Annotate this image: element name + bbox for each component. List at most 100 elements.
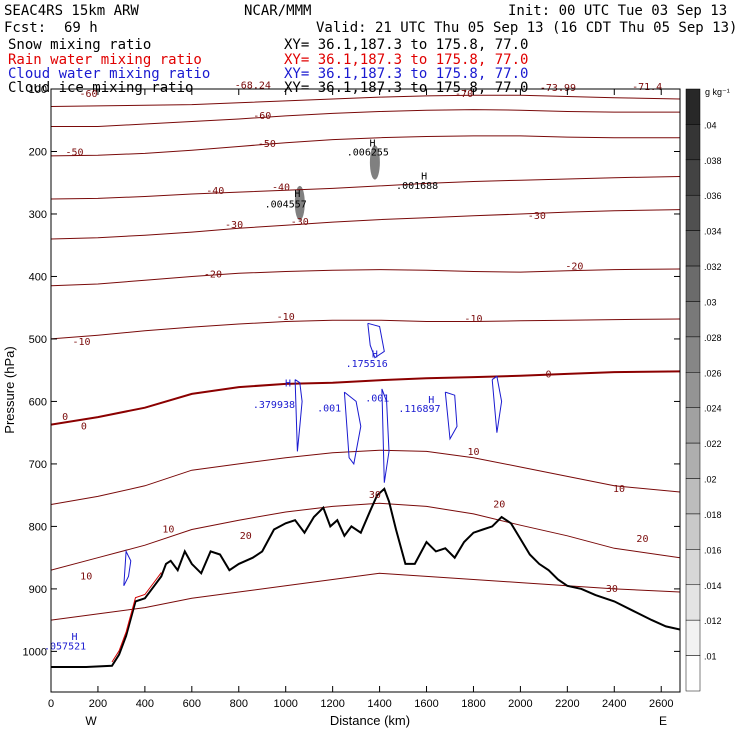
colorbar-swatch-0 bbox=[685, 88, 701, 125]
field-label-cloud-water: Cloud water mixing ratio bbox=[8, 66, 211, 82]
y-tick-label-5: 600 bbox=[29, 396, 47, 408]
isotherm-line-8 bbox=[51, 449, 680, 505]
x-tick-label-9: 1800 bbox=[461, 698, 485, 710]
colorbar-swatch-16 bbox=[685, 655, 701, 692]
x-tick-label-3: 600 bbox=[183, 698, 201, 710]
colorbar-swatch-10 bbox=[685, 442, 701, 479]
x-tick-label-13: 2600 bbox=[649, 698, 673, 710]
colorbar-label-1: .038 bbox=[704, 156, 722, 166]
isotherm-label-10: -30 bbox=[225, 220, 243, 231]
cloud-water-label-4: H bbox=[285, 378, 291, 389]
cloud-water-layer bbox=[123, 322, 503, 587]
colorbar-swatch-13 bbox=[685, 549, 701, 586]
isotherm-label-19: 0 bbox=[81, 421, 87, 432]
isotherm-label-0: -60 bbox=[80, 89, 98, 100]
y-tick-label-2: 300 bbox=[29, 209, 47, 221]
plot-frame bbox=[50, 88, 681, 693]
colorbar-swatch-7 bbox=[685, 336, 701, 373]
colorbar-label-15: .01 bbox=[704, 652, 717, 662]
isotherm-label-22: 10 bbox=[613, 484, 625, 495]
isotherm-label-14: -20 bbox=[565, 261, 583, 272]
isotherm-label-16: -10 bbox=[72, 337, 90, 348]
cloud-ice-label-4: H bbox=[421, 171, 427, 182]
valid-time: Valid: 21 UTC Thu 05 Sep 13 (16 CDT Thu … bbox=[316, 20, 738, 36]
colorbar-swatch-3 bbox=[685, 194, 701, 231]
cloud-ice-layer bbox=[294, 145, 380, 221]
cloud-ice-label-3: .004557 bbox=[265, 200, 307, 211]
colorbar-swatch-14 bbox=[685, 584, 701, 621]
cloud-water-label-3: .175516 bbox=[346, 359, 388, 370]
isotherm-layer bbox=[51, 94, 680, 621]
y-tick-label-8: 900 bbox=[29, 584, 47, 596]
model-title: SEAC4RS 15km ARW bbox=[4, 3, 139, 19]
cloud-ice-label-0: H bbox=[370, 138, 376, 149]
cloud-water-contour-6 bbox=[491, 375, 503, 433]
isotherm-label-12: -30 bbox=[528, 211, 546, 222]
colorbar-swatch-11 bbox=[685, 478, 701, 515]
isotherm-label-28: 30 bbox=[369, 490, 381, 501]
isotherm-line-9 bbox=[51, 502, 680, 571]
cloud-water-label-5: .379938 bbox=[253, 400, 295, 411]
y-tick-label-7: 800 bbox=[29, 521, 47, 533]
colorbar-label-5: .03 bbox=[704, 297, 717, 307]
terrain-layer bbox=[51, 487, 680, 668]
isotherm-label-24: 10 bbox=[80, 571, 92, 582]
colorbar-swatch-2 bbox=[685, 159, 701, 196]
x-axis-title: Distance (km) bbox=[330, 713, 410, 728]
isotherm-label-17: -10 bbox=[464, 314, 482, 325]
isotherm-label-4: -71.4 bbox=[632, 82, 662, 93]
colorbar-label-4: .032 bbox=[704, 262, 722, 272]
isotherm-label-13: -20 bbox=[204, 270, 222, 281]
forecast-hours: 69 h bbox=[64, 20, 98, 36]
colorbar-swatch-4 bbox=[685, 230, 701, 267]
isotherm-label-3: -73.99 bbox=[540, 83, 576, 94]
colorbar-label-3: .034 bbox=[704, 227, 722, 237]
isotherm-label-5: -60 bbox=[253, 111, 271, 122]
colorbar-label-9: .022 bbox=[704, 439, 722, 449]
x-tick-label-11: 2200 bbox=[555, 698, 579, 710]
cloud-water-label-8: H bbox=[428, 395, 434, 406]
colorbar-unit: g kg⁻¹ bbox=[705, 87, 730, 97]
isotherm-label-6: -50 bbox=[65, 148, 83, 159]
x-tick-label-12: 2400 bbox=[602, 698, 626, 710]
colorbar-swatch-6 bbox=[685, 301, 701, 338]
isotherm-line-7 bbox=[51, 370, 680, 426]
x-tick-label-0: 0 bbox=[48, 698, 54, 710]
isotherm-line-5 bbox=[51, 268, 680, 287]
cloud-water-label-0: H bbox=[71, 632, 77, 643]
colorbar-swatch-5 bbox=[685, 265, 701, 302]
isotherm-label-1: -68.24 bbox=[235, 80, 271, 91]
cloud-ice-patch-0 bbox=[294, 185, 305, 221]
cloud-water-contour-0 bbox=[123, 549, 132, 587]
y-tick-label-1: 200 bbox=[29, 146, 47, 158]
isotherm-label-27: 20 bbox=[636, 534, 648, 545]
cloud-ice-label-2: H bbox=[294, 189, 300, 200]
isotherm-label-11: -30 bbox=[291, 217, 309, 228]
x-tick-label-10: 2000 bbox=[508, 698, 532, 710]
forecast-label: Fcst: bbox=[4, 20, 47, 36]
terrain-line bbox=[51, 487, 680, 668]
x-tick-label-8: 1600 bbox=[414, 698, 438, 710]
isotherm-label-2: -70 bbox=[455, 89, 473, 100]
field-xy-cloud-ice: XY= 36.1,187.3 to 175.8, 77.0 bbox=[284, 80, 529, 96]
y-tick-label-6: 700 bbox=[29, 459, 47, 471]
cloud-water-label-1: .057521 bbox=[44, 641, 86, 652]
x-tick-label-5: 1000 bbox=[273, 698, 297, 710]
isotherm-label-8: -40 bbox=[206, 186, 224, 197]
cloud-water-contour-4 bbox=[381, 388, 390, 483]
x-end-label-west: W bbox=[85, 714, 97, 728]
organization-label: NCAR/MMM bbox=[244, 3, 312, 19]
cloud-ice-label-1: .006255 bbox=[347, 148, 389, 159]
cloud-water-label-9: .116897 bbox=[398, 404, 440, 415]
x-end-label-east: E bbox=[659, 714, 667, 728]
colorbar-label-0: .04 bbox=[704, 120, 717, 130]
colorbar-swatch-8 bbox=[685, 372, 701, 408]
x-tick-label-4: 800 bbox=[230, 698, 248, 710]
colorbar-label-7: .026 bbox=[704, 368, 722, 378]
isotherm-line-2 bbox=[51, 135, 680, 157]
field-xy-cloud-water: XY= 36.1,187.3 to 175.8, 77.0 bbox=[284, 66, 529, 82]
colorbar: .04 .038 .036 .034 .032 .03 .028 .026 .024 .022 .0… bbox=[685, 88, 722, 692]
isotherm-label-15: -10 bbox=[277, 312, 295, 323]
cloud-water-contour-1 bbox=[294, 379, 303, 452]
colorbar-swatch-9 bbox=[685, 407, 701, 444]
